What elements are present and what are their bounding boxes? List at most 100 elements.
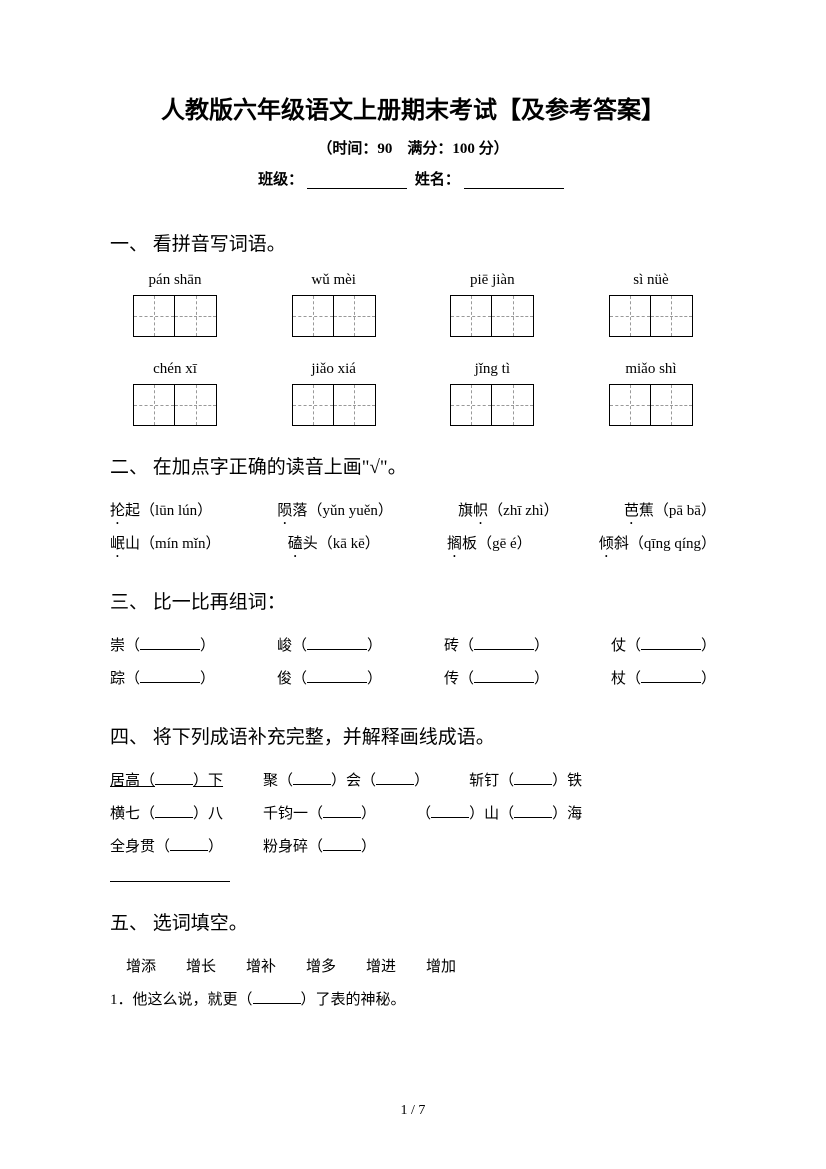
idiom-part: 全身贯（	[110, 839, 170, 855]
blank[interactable]	[155, 804, 193, 818]
blank[interactable]	[641, 669, 701, 683]
char: 砖	[444, 638, 459, 654]
reading: （kā kē）	[318, 536, 380, 552]
name-blank[interactable]	[464, 173, 564, 189]
compare-row-2: 踪（） 俊（） 传（） 杖（）	[110, 663, 716, 696]
blank[interactable]	[323, 837, 361, 851]
char-cell[interactable]	[334, 384, 376, 426]
idiom-row-1: 居高（）下 聚（）会（） 斩钉（）铁	[110, 765, 716, 798]
blank[interactable]	[140, 669, 200, 683]
char-cell[interactable]	[334, 295, 376, 337]
word: 斜	[614, 536, 629, 552]
reading: （zhī zhì）	[488, 503, 558, 519]
section-1-heading: 一、 看拼音写词语。	[110, 229, 716, 256]
blank[interactable]	[170, 837, 208, 851]
blank[interactable]	[140, 636, 200, 650]
char: 崇	[110, 638, 125, 654]
blank[interactable]	[376, 771, 414, 785]
idiom-part: ）	[414, 773, 429, 789]
idiom-row-3: 全身贯（ ） 粉身碎（ ）	[110, 831, 716, 864]
reading: （gē é）	[477, 536, 532, 552]
blank[interactable]	[514, 804, 552, 818]
section-2: 二、 在加点字正确的读音上画"√"。 抡起（lūn lún） 陨落（yǔn yu…	[110, 452, 716, 561]
exam-subtitle: （时间：90 满分：100 分）	[110, 137, 716, 158]
pinyin-label: chén xī	[110, 361, 240, 378]
char-cell[interactable]	[292, 295, 334, 337]
idiom-part: ）	[361, 839, 376, 855]
blank[interactable]	[307, 669, 367, 683]
page-number: 1 / 7	[0, 1103, 826, 1119]
idiom-part: ）海	[552, 806, 582, 822]
word: 蕉	[639, 503, 654, 519]
question-1: 1．他这么说，就更（）了表的神秘。	[110, 984, 716, 1017]
char-cell[interactable]	[651, 295, 693, 337]
char-cell[interactable]	[450, 384, 492, 426]
idiom-part: 粉身碎（	[263, 839, 323, 855]
pinyin-label: wǔ mèi	[269, 272, 399, 289]
word-options: 增添 增长 增补 增多 增进 增加	[110, 951, 716, 984]
dotted: 搁	[447, 536, 462, 552]
idiom-part: ）铁	[552, 773, 582, 789]
reading: （lūn lún）	[140, 503, 212, 519]
dotted: 倾	[599, 536, 614, 552]
blank[interactable]	[155, 771, 193, 785]
char-cell[interactable]	[133, 295, 175, 337]
char: 杖	[611, 671, 626, 687]
char-cell[interactable]	[492, 295, 534, 337]
section-5-heading: 五、 选词填空。	[110, 908, 716, 935]
pinyin-label: pán shān	[110, 272, 240, 289]
blank[interactable]	[253, 990, 301, 1004]
char-cell[interactable]	[175, 384, 217, 426]
reading: （pā bā）	[654, 503, 716, 519]
reading: （qīng qíng）	[629, 536, 716, 552]
idiom-part: ）	[361, 806, 376, 822]
explain-line[interactable]	[110, 868, 230, 882]
section-5: 五、 选词填空。 增添 增长 增补 增多 增进 增加 1．他这么说，就更（）了表…	[110, 908, 716, 1017]
student-info: 班级： 姓名：	[110, 168, 716, 189]
pinyin-label: piē jiàn	[427, 272, 557, 289]
blank[interactable]	[323, 804, 361, 818]
char: 踪	[110, 671, 125, 687]
idiom-part: （	[416, 806, 431, 822]
reading-row-2: 岷山（mín mǐn） 磕头（kā kē） 搁板（gē é） 倾斜（qīng q…	[110, 528, 716, 561]
blank[interactable]	[474, 669, 534, 683]
pinyin-row-1: pán shān wǔ mèi piē jiàn sì nüè	[110, 272, 716, 337]
section-2-heading: 二、 在加点字正确的读音上画"√"。	[110, 452, 716, 479]
name-label: 姓名：	[415, 172, 460, 188]
char-cell[interactable]	[133, 384, 175, 426]
dotted: 磕	[288, 536, 303, 552]
blank[interactable]	[641, 636, 701, 650]
word: 起	[125, 503, 140, 519]
blank[interactable]	[514, 771, 552, 785]
blank[interactable]	[431, 804, 469, 818]
word: 落	[292, 503, 307, 519]
page-title: 人教版六年级语文上册期末考试【及参考答案】	[110, 90, 716, 125]
idiom-part: ）八	[193, 806, 223, 822]
char-cell[interactable]	[492, 384, 534, 426]
class-label: 班级：	[258, 172, 303, 188]
dotted: 岷	[110, 536, 125, 552]
idiom-part: ）下	[193, 773, 223, 789]
dotted: 芭	[624, 503, 639, 519]
section-4: 四、 将下列成语补充完整，并解释画线成语。 居高（）下 聚（）会（） 斩钉（）铁…	[110, 722, 716, 882]
reading-row-1: 抡起（lūn lún） 陨落（yǔn yuěn） 旗帜（zhī zhì） 芭蕉（…	[110, 495, 716, 528]
class-blank[interactable]	[307, 173, 407, 189]
char-cell[interactable]	[450, 295, 492, 337]
reading: （yǔn yuěn）	[307, 503, 392, 519]
char-cell[interactable]	[292, 384, 334, 426]
blank[interactable]	[307, 636, 367, 650]
char-cell[interactable]	[175, 295, 217, 337]
idiom-row-2: 横七（）八 千钧一（） （）山（）海	[110, 798, 716, 831]
char: 俊	[277, 671, 292, 687]
blank[interactable]	[474, 636, 534, 650]
char-cell[interactable]	[609, 384, 651, 426]
char-cell[interactable]	[609, 295, 651, 337]
idiom-part: ）	[208, 839, 223, 855]
word: 头	[303, 536, 318, 552]
char-cell[interactable]	[651, 384, 693, 426]
blank[interactable]	[293, 771, 331, 785]
compare-row-1: 崇（） 峻（） 砖（） 仗（）	[110, 630, 716, 663]
dotted: 帜	[473, 503, 488, 519]
idiom-part: 千钧一（	[263, 806, 323, 822]
pinyin-label: jiǎo xiá	[269, 361, 399, 378]
